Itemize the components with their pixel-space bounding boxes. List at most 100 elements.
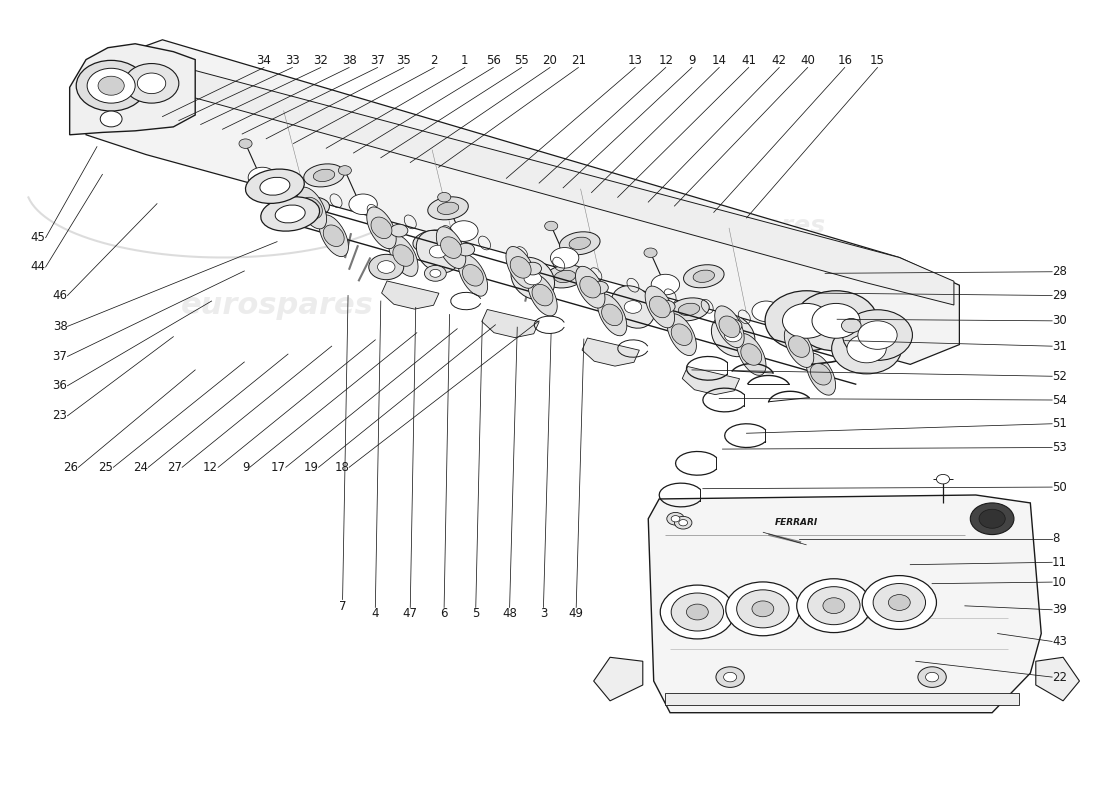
- Ellipse shape: [371, 217, 392, 238]
- Circle shape: [686, 604, 708, 620]
- Ellipse shape: [528, 274, 558, 316]
- Ellipse shape: [512, 258, 554, 300]
- Circle shape: [807, 586, 860, 625]
- Text: 12: 12: [658, 54, 673, 67]
- Ellipse shape: [554, 270, 575, 282]
- Ellipse shape: [740, 344, 761, 366]
- Circle shape: [425, 266, 447, 282]
- Text: 10: 10: [1053, 575, 1067, 589]
- Text: 45: 45: [31, 231, 45, 244]
- Ellipse shape: [544, 265, 585, 288]
- Ellipse shape: [693, 270, 715, 282]
- Text: 4: 4: [372, 607, 379, 621]
- Ellipse shape: [602, 304, 623, 326]
- Text: 46: 46: [53, 289, 67, 302]
- Text: 29: 29: [1053, 289, 1067, 302]
- Circle shape: [724, 672, 737, 682]
- Circle shape: [124, 63, 179, 103]
- Text: 19: 19: [304, 461, 319, 474]
- Ellipse shape: [428, 197, 469, 220]
- Circle shape: [812, 303, 860, 338]
- Ellipse shape: [719, 316, 740, 338]
- Text: 6: 6: [440, 607, 448, 621]
- Circle shape: [87, 68, 135, 103]
- Circle shape: [651, 274, 680, 295]
- Text: 27: 27: [167, 461, 183, 474]
- Polygon shape: [382, 281, 439, 309]
- Circle shape: [430, 270, 441, 278]
- Text: 32: 32: [314, 54, 328, 67]
- Text: 28: 28: [1053, 266, 1067, 278]
- Text: 54: 54: [1053, 394, 1067, 406]
- Text: 9: 9: [689, 54, 695, 67]
- Text: 44: 44: [31, 261, 45, 274]
- Circle shape: [725, 329, 741, 342]
- Circle shape: [862, 575, 936, 630]
- Text: 30: 30: [1053, 314, 1067, 327]
- Text: 39: 39: [1053, 603, 1067, 616]
- Text: 56: 56: [486, 54, 500, 67]
- Circle shape: [98, 76, 124, 95]
- Text: 26: 26: [64, 461, 78, 474]
- Circle shape: [858, 321, 898, 350]
- Circle shape: [847, 334, 887, 362]
- Ellipse shape: [260, 178, 290, 195]
- Text: 2: 2: [430, 54, 438, 67]
- Polygon shape: [648, 495, 1042, 713]
- Ellipse shape: [811, 363, 832, 385]
- Circle shape: [796, 578, 871, 633]
- Ellipse shape: [506, 246, 536, 288]
- Text: 1: 1: [461, 54, 469, 67]
- Ellipse shape: [323, 225, 344, 246]
- Text: 43: 43: [1053, 635, 1067, 648]
- Text: 42: 42: [772, 54, 786, 67]
- Text: 50: 50: [1053, 481, 1067, 494]
- Ellipse shape: [261, 197, 320, 231]
- Text: 48: 48: [503, 607, 517, 621]
- Ellipse shape: [667, 314, 696, 355]
- Circle shape: [794, 290, 878, 351]
- Ellipse shape: [784, 326, 814, 367]
- Ellipse shape: [560, 232, 601, 255]
- Polygon shape: [113, 52, 954, 305]
- Ellipse shape: [649, 296, 670, 318]
- Circle shape: [660, 585, 735, 639]
- Text: 49: 49: [569, 607, 584, 621]
- Ellipse shape: [679, 303, 700, 315]
- Text: 12: 12: [204, 461, 218, 474]
- Ellipse shape: [275, 205, 305, 223]
- Circle shape: [438, 193, 451, 202]
- Ellipse shape: [669, 298, 710, 321]
- Text: 8: 8: [1053, 532, 1059, 545]
- Circle shape: [726, 582, 800, 636]
- Circle shape: [782, 303, 830, 338]
- Circle shape: [917, 666, 946, 687]
- Polygon shape: [582, 338, 639, 366]
- Text: 37: 37: [53, 350, 67, 363]
- Circle shape: [823, 598, 845, 614]
- Ellipse shape: [712, 314, 755, 357]
- Ellipse shape: [422, 235, 444, 248]
- Ellipse shape: [298, 202, 320, 214]
- Text: 25: 25: [99, 461, 113, 474]
- Ellipse shape: [715, 306, 745, 348]
- Ellipse shape: [575, 266, 605, 308]
- Text: 17: 17: [271, 461, 286, 474]
- Circle shape: [671, 593, 724, 631]
- Text: 53: 53: [1053, 441, 1067, 454]
- Text: 24: 24: [133, 461, 148, 474]
- Circle shape: [873, 583, 925, 622]
- Text: 7: 7: [339, 599, 346, 613]
- Circle shape: [889, 594, 910, 610]
- Circle shape: [671, 515, 680, 522]
- Text: 11: 11: [1053, 556, 1067, 569]
- Circle shape: [76, 60, 146, 111]
- Circle shape: [667, 513, 684, 525]
- Ellipse shape: [462, 265, 483, 286]
- Text: 40: 40: [800, 54, 815, 67]
- Polygon shape: [664, 693, 1020, 705]
- Circle shape: [936, 474, 949, 484]
- Ellipse shape: [789, 336, 810, 358]
- Circle shape: [339, 166, 351, 175]
- Circle shape: [100, 111, 122, 127]
